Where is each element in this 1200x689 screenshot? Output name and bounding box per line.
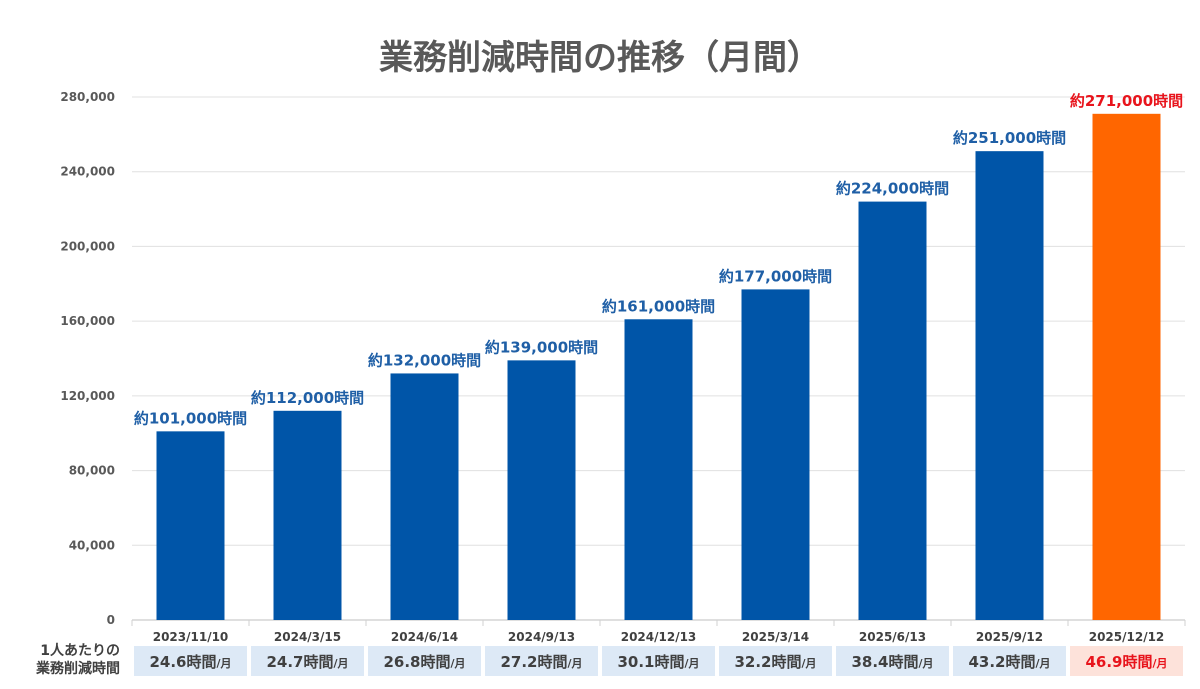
x-tick-label: 2024/9/13 — [508, 630, 575, 644]
data-label: 約177,000時間 — [719, 267, 832, 285]
chart-title: 業務削減時間の推移（月間） — [379, 38, 821, 78]
per-person-cell — [836, 646, 949, 676]
per-person-value: 24.7時間/月 — [266, 653, 348, 671]
bar — [390, 373, 459, 620]
per-person-cell — [368, 646, 481, 676]
bar — [156, 431, 225, 620]
data-label: 約101,000時間 — [134, 409, 247, 427]
bar — [741, 289, 810, 620]
x-tick-label: 2025/9/12 — [976, 630, 1043, 644]
per-person-cell — [953, 646, 1066, 676]
per-person-value: 32.2時間/月 — [734, 653, 816, 671]
x-tick-label: 2025/12/12 — [1089, 630, 1165, 644]
x-tick-label: 2023/11/10 — [153, 630, 229, 644]
x-tick-label: 2024/6/14 — [391, 630, 458, 644]
bar — [624, 319, 693, 620]
per-person-cell — [719, 646, 832, 676]
x-tick-label: 2025/6/13 — [859, 630, 926, 644]
bar — [507, 360, 576, 620]
bar — [858, 201, 927, 620]
per-person-label-line1: 1人あたりの — [40, 643, 120, 659]
per-person-value: 26.8時間/月 — [383, 653, 465, 671]
per-person-cell — [485, 646, 598, 676]
y-tick-label: 280,000 — [60, 90, 115, 104]
data-label: 約271,000時間 — [1070, 92, 1183, 110]
per-person-value: 46.9時間/月 — [1085, 653, 1167, 671]
per-person-value: 30.1時間/月 — [617, 653, 699, 671]
per-person-value: 24.6時間/月 — [149, 653, 231, 671]
per-person-cell — [134, 646, 247, 676]
y-tick-label: 0 — [107, 613, 115, 627]
x-tick-label: 2025/3/14 — [742, 630, 809, 644]
data-label: 約112,000時間 — [251, 389, 364, 407]
data-label: 約132,000時間 — [368, 351, 481, 369]
data-label: 約224,000時間 — [836, 180, 949, 198]
x-tick-label: 2024/3/15 — [274, 630, 341, 644]
y-tick-label: 160,000 — [60, 314, 115, 328]
y-tick-label: 80,000 — [69, 464, 115, 478]
y-tick-label: 120,000 — [60, 389, 115, 403]
bar — [273, 410, 342, 620]
x-tick-label: 2024/12/13 — [621, 630, 697, 644]
bar — [1092, 113, 1161, 620]
data-label: 約161,000時間 — [602, 297, 715, 315]
per-person-label-line2: 業務削減時間 — [36, 661, 120, 677]
per-person-cell — [602, 646, 715, 676]
per-person-value: 38.4時間/月 — [851, 653, 933, 671]
data-label: 約139,000時間 — [485, 338, 598, 356]
y-tick-label: 240,000 — [60, 165, 115, 179]
per-person-value: 43.2時間/月 — [968, 653, 1050, 671]
per-person-row-label: 1人あたりの 業務削減時間 — [10, 642, 120, 678]
y-tick-label: 40,000 — [69, 538, 115, 552]
data-label: 約251,000時間 — [953, 129, 1066, 147]
bar — [975, 151, 1044, 621]
per-person-value: 27.2時間/月 — [500, 653, 582, 671]
y-tick-label: 200,000 — [60, 239, 115, 253]
per-person-cell — [251, 646, 364, 676]
per-person-cell — [1070, 646, 1183, 676]
